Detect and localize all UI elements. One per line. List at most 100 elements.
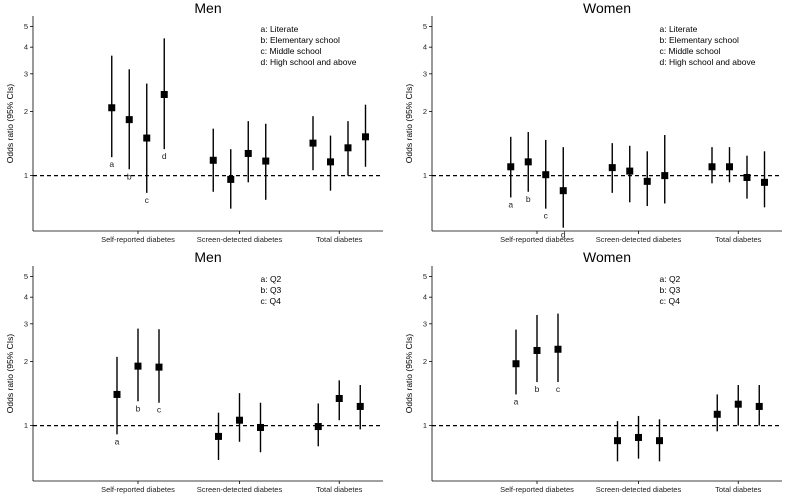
- x-category-label: Total diabetes: [316, 235, 363, 244]
- x-category-label: Screen-detected diabetes: [596, 235, 682, 244]
- legend-item: a: Q2: [261, 274, 282, 284]
- point-label: c: [145, 195, 150, 205]
- x-category-label: Total diabetes: [715, 485, 762, 494]
- odds-ratio-point: [726, 163, 733, 171]
- odds-ratio-point: [755, 402, 763, 410]
- odds-ratio-point: [108, 104, 116, 112]
- y-tick-label: 3: [24, 319, 28, 328]
- odds-ratio-point: [309, 139, 317, 147]
- odds-ratio-point: [734, 400, 742, 408]
- y-tick-label: 1: [24, 171, 28, 180]
- odds-ratio-point: [743, 173, 751, 181]
- point-label: a: [115, 436, 120, 446]
- y-tick-label: 4: [24, 293, 28, 302]
- legend-item: c: Middle school: [660, 46, 721, 56]
- odds-ratio-point: [661, 172, 669, 180]
- point-label: a: [508, 199, 513, 209]
- odds-ratio-point: [512, 360, 520, 368]
- odds-ratio-point: [327, 158, 334, 166]
- odds-ratio-point: [524, 158, 532, 166]
- odds-ratio-point: [614, 437, 621, 445]
- odds-ratio-point: [713, 410, 721, 418]
- odds-ratio-point: [209, 156, 217, 164]
- y-tick-label: 1: [423, 421, 427, 430]
- y-tick-label: 5: [24, 22, 28, 31]
- odds-ratio-point: [356, 402, 364, 410]
- odds-ratio-point: [344, 144, 352, 152]
- odds-ratio-point: [160, 91, 168, 99]
- y-tick-label: 2: [423, 357, 427, 366]
- chart-panel-4: Women Odds ratio (95% CIs) 1 2 3 4 5 Self-repor…: [404, 249, 782, 494]
- y-tick-label: 1: [24, 421, 28, 430]
- legend-item: a: Q2: [660, 274, 681, 284]
- chart-panel-3: Men Odds ratio (95% CIs) 1 2 3 4 5 Self-reporte…: [5, 249, 383, 494]
- y-tick-label: 2: [24, 107, 28, 116]
- chart-panel-1: Men Odds ratio (95% CIs) 1 2 3 4 5 Self-reporte…: [5, 0, 383, 244]
- legend-item: c: Q4: [660, 296, 681, 306]
- odds-ratio-point: [314, 423, 322, 431]
- y-tick-label: 2: [24, 357, 28, 366]
- y-tick-label: 4: [423, 43, 427, 52]
- legend-item: a: Literate: [660, 24, 698, 34]
- odds-ratio-point: [215, 432, 222, 440]
- y-axis-label: Odds ratio (95% CIs): [404, 334, 414, 414]
- point-label: c: [556, 384, 561, 394]
- legend-item: a: Literate: [261, 24, 299, 34]
- legend-item: d: High school and above: [261, 57, 357, 67]
- y-tick-label: 4: [423, 293, 427, 302]
- point-label: b: [127, 171, 132, 181]
- odds-ratio-point: [362, 133, 369, 141]
- point-label: b: [526, 194, 531, 204]
- odds-ratio-point: [559, 187, 567, 195]
- odds-ratio-point: [635, 433, 642, 441]
- odds-ratio-point: [554, 345, 562, 353]
- odds-ratio-point: [143, 134, 151, 142]
- odds-ratio-point: [507, 163, 515, 171]
- odds-ratio-point: [257, 423, 264, 431]
- odds-ratio-point: [708, 163, 716, 171]
- y-tick-label: 5: [24, 272, 28, 281]
- legend-item: b: Elementary school: [261, 35, 340, 45]
- odds-ratio-point: [608, 164, 616, 172]
- chart-title: Men: [194, 0, 221, 16]
- odds-ratio-point: [542, 171, 550, 179]
- x-category-label: Screen-detected diabetes: [197, 235, 283, 244]
- point-label: a: [514, 396, 519, 406]
- y-tick-label: 3: [24, 69, 28, 78]
- legend-item: c: Middle school: [261, 46, 322, 56]
- y-tick-label: 5: [423, 272, 427, 281]
- chart-title: Men: [194, 249, 221, 265]
- legend-item: b: Q3: [261, 285, 282, 295]
- x-category-label: Self-reported diabetes: [101, 235, 175, 244]
- odds-ratio-point: [262, 157, 270, 165]
- odds-ratio-point: [761, 178, 768, 186]
- point-label: d: [162, 151, 167, 161]
- odds-ratio-point: [155, 363, 163, 371]
- y-axis-label: Odds ratio (95% CIs): [404, 84, 414, 164]
- point-label: c: [544, 211, 549, 221]
- point-label: b: [535, 384, 540, 394]
- odds-ratio-point: [533, 346, 541, 354]
- point-label: b: [136, 403, 141, 413]
- y-axis-label: Odds ratio (95% CIs): [5, 334, 15, 414]
- odds-ratio-point: [113, 390, 121, 398]
- y-tick-label: 4: [24, 43, 28, 52]
- legend-item: d: High school and above: [660, 57, 756, 67]
- y-tick-label: 3: [423, 69, 427, 78]
- point-label: d: [561, 230, 566, 240]
- y-tick-label: 1: [423, 171, 427, 180]
- y-tick-label: 3: [423, 319, 427, 328]
- chart-title: Women: [583, 249, 631, 265]
- odds-ratio-point: [125, 116, 133, 124]
- y-tick-label: 5: [423, 22, 427, 31]
- point-label: a: [109, 159, 114, 169]
- odds-ratio-point: [244, 149, 252, 157]
- x-category-label: Total diabetes: [316, 485, 363, 494]
- x-category-label: Self-reported diabetes: [500, 235, 574, 244]
- x-category-label: Self-reported diabetes: [500, 485, 574, 494]
- odds-ratio-point: [643, 177, 651, 185]
- odds-ratio-point: [236, 416, 243, 424]
- y-tick-label: 2: [423, 107, 427, 116]
- odds-ratio-point: [134, 362, 142, 370]
